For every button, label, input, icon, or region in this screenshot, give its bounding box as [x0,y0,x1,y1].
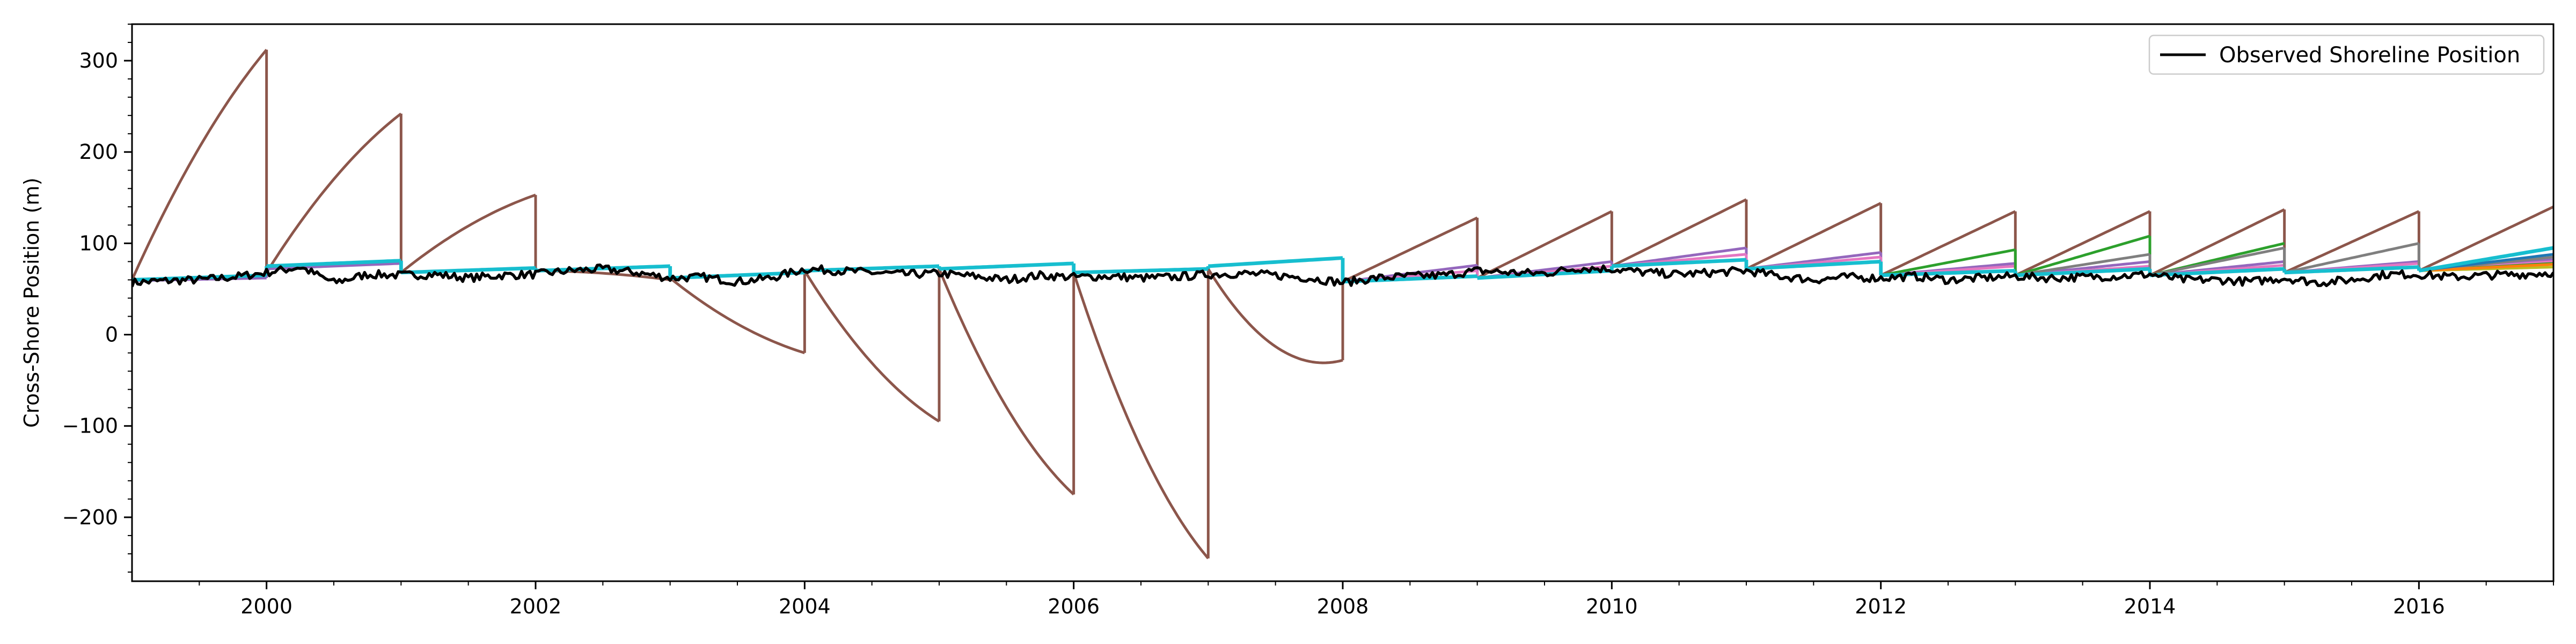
forecast-segment [1880,248,2016,277]
y-tick-label: −200 [62,506,118,529]
forecast-segment [1880,268,2016,277]
forecast-segment [400,193,536,274]
x-tick-label: 2002 [510,595,562,618]
forecast-segment [1611,198,1747,268]
forecast-segment [265,112,402,274]
forecast-run-6 [2419,263,2553,272]
y-axis-label: Cross-Shore Position (m) [20,178,43,428]
legend: Observed Shoreline Position [2148,34,2545,75]
x-tick-label: 2008 [1317,595,1369,618]
legend-label-observed: Observed Shoreline Position [2219,43,2520,68]
forecast-segment [2149,208,2285,277]
x-tick-label: 2012 [1855,595,1907,618]
forecast-segment [2284,241,2419,274]
forecast-run-0 [132,49,2553,560]
forecast-segment [401,266,536,275]
forecast-segment [1073,267,1209,275]
axis-ticks: 2000 2002 2004 2006 2008 2010 2012 2014 2016−200… [62,24,2554,618]
x-tick-label: 2016 [2393,595,2445,618]
forecast-segment [939,261,1074,271]
observed-series [132,264,2553,288]
forecast-segment [2418,206,2553,272]
forecast-segment [2015,267,2150,277]
x-tick-label: 2004 [779,595,831,618]
forecast-segment [2015,210,2151,277]
x-tick-label: 2014 [2124,595,2176,618]
plot-area [132,49,2553,560]
forecast-segment [938,268,1075,496]
legend-frame [2148,34,2545,75]
forecast-segment [1746,259,1881,271]
forecast-segment [2015,253,2150,277]
forecast-segment [669,277,806,354]
forecast-segment [2418,246,2553,273]
forecast-segment [2149,267,2285,277]
forecast-segment [803,270,940,423]
y-tick-label: 0 [105,323,118,347]
forecast-segment [1476,210,1613,280]
forecast-segment [1207,268,1343,364]
x-tick-label: 2000 [240,595,292,618]
x-tick-label: 2006 [1048,595,1100,618]
forecast-segment [266,259,401,268]
forecast-segment [1342,216,1478,283]
forecast-segment [2149,246,2285,277]
x-tick-label: 2010 [1586,595,1638,618]
forecast-segment [2419,263,2553,272]
forecast-segment [2015,235,2150,277]
forecast-segment [266,262,401,270]
forecast-segment [2284,210,2420,274]
y-tick-label: 300 [79,49,118,72]
forecast-segment [1880,210,2016,277]
forecast-segment [2284,265,2419,275]
y-tick-label: −100 [62,414,118,438]
forecast-segment [1072,272,1210,560]
y-tick-label: 200 [79,140,118,164]
y-tick-label: 100 [79,231,118,255]
forecast-segment [132,49,268,281]
forecast-segment [1745,202,1882,270]
forecast-segment [1208,256,1343,268]
observed-line [132,264,2553,288]
forecast-segment [1612,258,1747,268]
